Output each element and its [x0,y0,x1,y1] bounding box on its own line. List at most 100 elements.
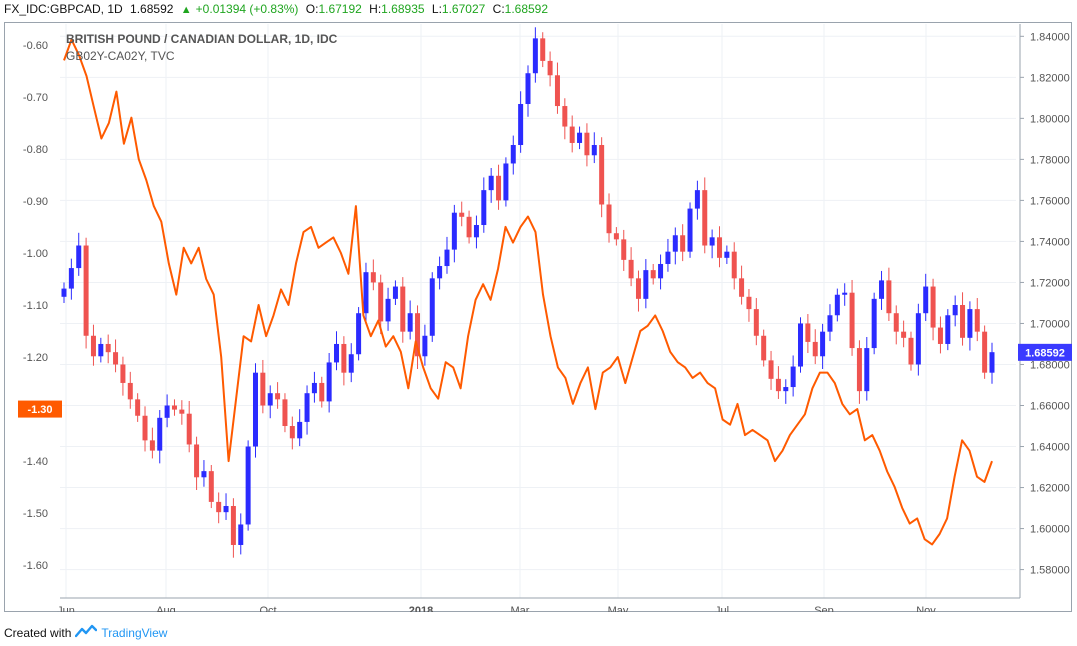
candle-body [76,245,82,269]
symbol-label: FX_IDC:GBPCAD, 1D [4,2,123,16]
left-tick-label: -1.10 [23,300,48,312]
candle-body [171,405,177,410]
candle-body [798,323,804,367]
candle-body [569,126,575,143]
candle-body [61,288,67,297]
chart-area[interactable]: -0.60 -0.70 -0.80 -0.90 -1.00 -1.10 -1.20 -1.30… [4,22,1072,617]
candle-body [68,268,74,289]
candle-body [937,327,943,344]
candle-body [650,270,656,279]
candle-body [223,506,229,513]
candle-body [606,204,612,234]
candle-body [591,145,597,156]
right-tick-label: 1.66000 [1030,401,1070,413]
candle-body [238,524,244,545]
candle-body [341,343,347,373]
candle-body [775,378,781,392]
right-tick-label: 1.76000 [1030,195,1070,207]
candle-body [879,280,885,299]
candle-body [90,335,96,357]
candle-body [326,362,332,402]
tradingview-brand[interactable]: TradingView [101,625,168,640]
candle-body [481,190,487,226]
time-tick-label: Aug [156,605,176,612]
candle-body [510,145,516,164]
time-tick-label: Mar [511,605,530,612]
time-tick-label: Jun [57,605,75,612]
candle-body [731,251,737,279]
candle-body [311,382,317,394]
candle-body [289,426,295,439]
right-axis[interactable]: 1.84000 1.82000 1.80000 1.78000 1.76000 1.740… [1019,24,1070,598]
legend-spread-title: GB02Y-CA02Y, TVC [66,49,175,63]
candle-body [216,501,222,513]
candle-body [363,272,369,314]
candle-body [577,132,583,143]
candle-body [392,286,398,299]
candle-body [724,251,730,258]
candle-body [113,352,119,365]
candle-body [643,270,649,299]
right-tick-label: 1.60000 [1030,524,1070,536]
close-value: 1.68592 [504,2,549,16]
candle-body [820,331,826,357]
candle-body [459,212,465,217]
up-arrow-icon: ▲ [180,4,192,16]
price-badge-label: 1.68592 [1025,347,1065,359]
candle-body [856,348,862,392]
low-value: 1.67027 [441,2,486,16]
footer: Created with TradingView [4,624,167,641]
candle-body [245,446,251,525]
right-tick-label: 1.68000 [1030,359,1070,371]
candle-body [864,348,870,392]
candle-body [252,372,258,447]
candle-body [164,405,170,418]
chart-svg[interactable]: -0.60 -0.70 -0.80 -0.90 -1.00 -1.10 -1.20 -1.30… [4,22,1072,617]
candle-body [473,225,479,238]
candle-body [385,298,391,322]
candle-body [98,343,104,357]
candle-body [83,245,89,336]
candle-body [444,249,450,267]
open-value: 1.67192 [318,2,362,16]
candle-body [915,313,921,365]
left-tick-label: -1.60 [23,560,48,572]
price-badge: 1.68592 [1018,343,1072,361]
candle-body [960,305,966,338]
candle-body [635,278,641,299]
right-tick-label: 1.70000 [1030,318,1070,330]
candle-body [451,212,457,250]
candle-body [282,399,288,427]
candle-body [613,233,619,240]
candle-body [768,360,774,379]
time-tick-label: Nov [916,605,936,612]
candle-body [849,292,855,349]
candle-body [378,282,384,322]
candle-body [201,471,207,478]
candle-body [348,354,354,373]
candle-body [974,309,980,332]
candle-body [945,315,951,344]
spread-badge-label: -1.30 [27,404,52,416]
candle-body [267,393,273,406]
candle-body [687,208,693,252]
candle-body [871,298,877,349]
candle-body [584,132,590,156]
candle-body [893,313,899,332]
candle-body [532,38,538,74]
tradingview-logo-icon[interactable] [75,624,98,641]
gridlines [60,24,1016,598]
candle-body [437,266,443,279]
candle-body [562,106,568,127]
candle-body [370,272,376,283]
candle-body [753,309,759,336]
candle-body [415,313,421,357]
candle-body [952,305,958,316]
candle-body [554,75,560,107]
time-tick-label: 2018 [409,605,433,612]
candle-body [805,323,811,342]
left-tick-label: -1.00 [23,248,48,260]
candle-body [105,343,111,353]
created-with-label: Created with [4,625,72,640]
candle-body [923,286,929,314]
